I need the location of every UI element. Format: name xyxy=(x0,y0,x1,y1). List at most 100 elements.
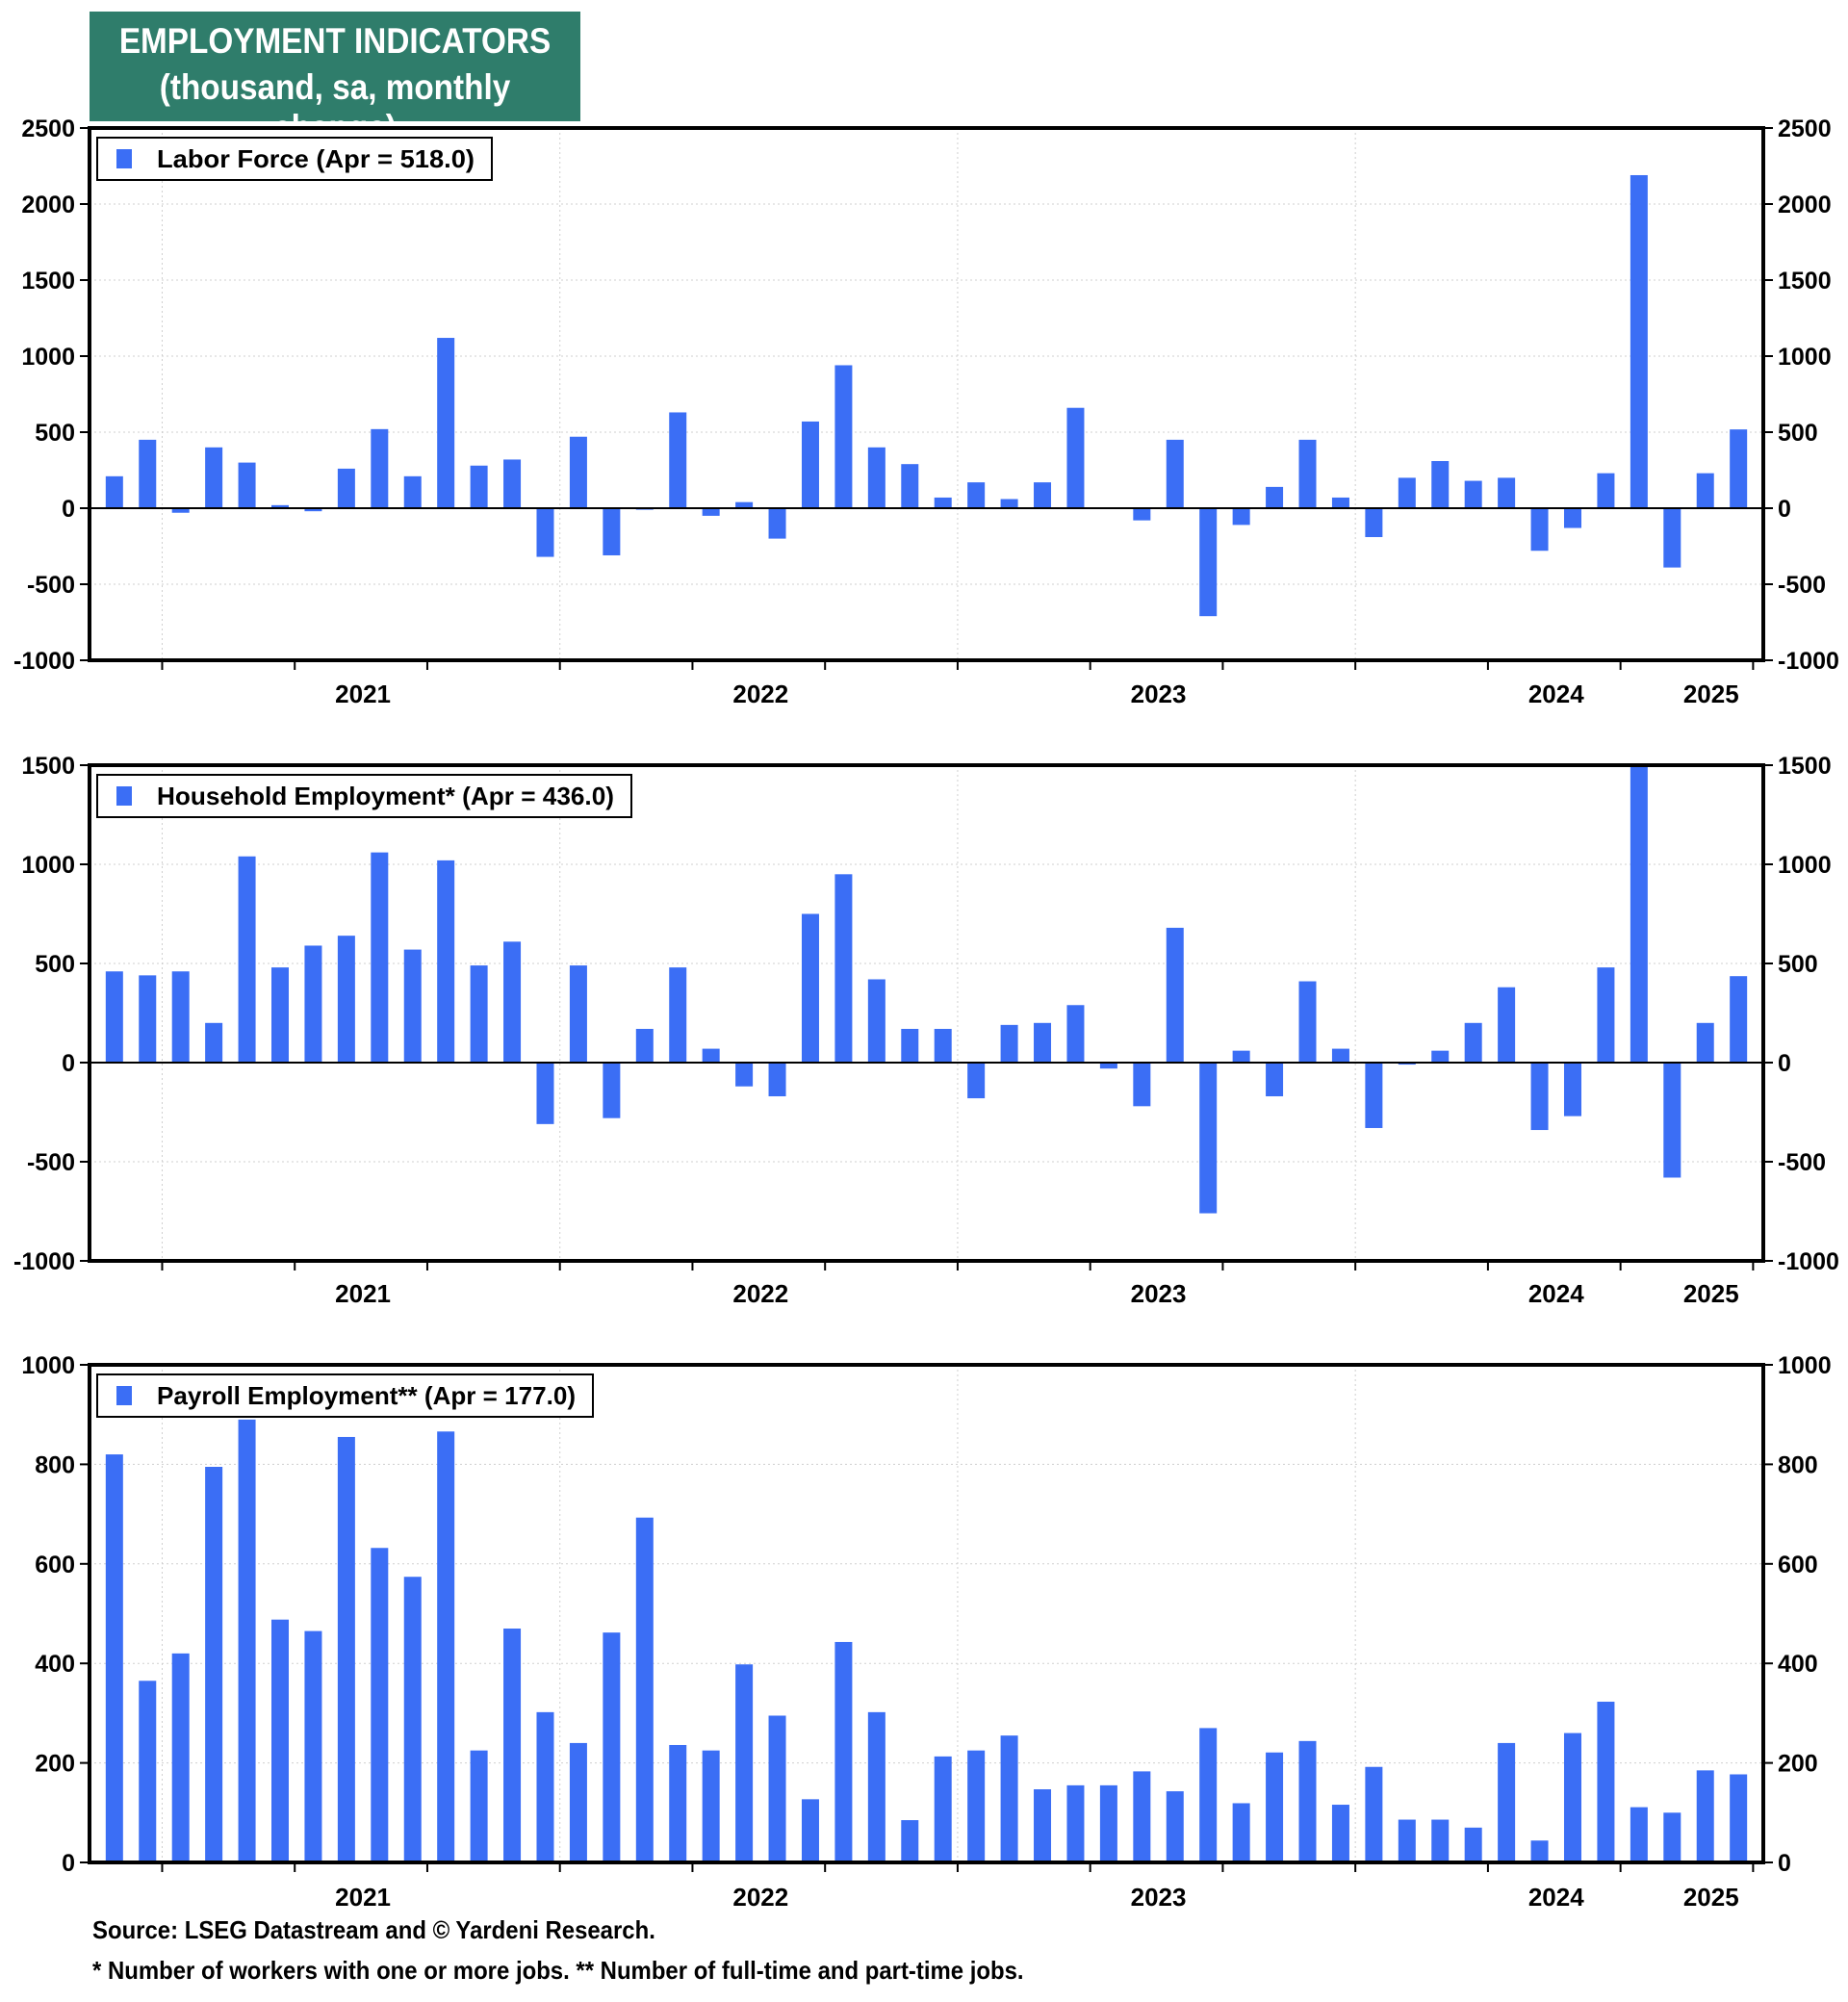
bar xyxy=(1133,1063,1151,1107)
bar xyxy=(171,971,190,1063)
y-tick-label-left: 600 xyxy=(35,1552,75,1578)
y-tick-label-right: 800 xyxy=(1778,1451,1818,1478)
legend-box xyxy=(96,774,632,818)
bar xyxy=(967,1063,986,1099)
bar xyxy=(1398,477,1416,508)
y-tick-label-left: 0 xyxy=(62,1850,75,1877)
bar xyxy=(1431,1819,1450,1862)
bar xyxy=(1365,1766,1383,1862)
legend-label: Labor Force (Apr = 518.0) xyxy=(157,144,475,173)
chart-panel-2: -1000 -1000 -500 -500 0 0 500 500 1000 1000 1500 15… xyxy=(13,753,1839,1308)
y-tick-label-left: 500 xyxy=(35,951,75,978)
bar xyxy=(1365,1063,1383,1128)
bar xyxy=(503,1629,522,1862)
bar xyxy=(1730,1774,1748,1862)
y-tick-label-left: -500 xyxy=(27,572,75,599)
y-tick-label-right: 400 xyxy=(1778,1651,1818,1678)
y-tick-label-right: 1000 xyxy=(1778,1352,1832,1379)
bar xyxy=(1199,508,1218,617)
plot-frame xyxy=(88,1363,1765,1864)
bar xyxy=(1498,477,1516,508)
bar xyxy=(1133,1771,1151,1862)
y-tick-label-left: 0 xyxy=(62,1050,75,1077)
bar xyxy=(238,1419,256,1862)
bar xyxy=(768,1715,786,1862)
bar xyxy=(1530,508,1549,552)
bar xyxy=(934,1028,952,1063)
bar xyxy=(1034,1022,1052,1063)
bar xyxy=(304,945,322,1063)
chart-panel-1: -1000 -1000 -500 -500 0 0 500 500 1000 1000 1500 15… xyxy=(13,116,1839,708)
bar xyxy=(1464,1022,1482,1063)
footnote: * Number of workers with one or more job… xyxy=(92,1956,1024,1985)
bar xyxy=(536,508,554,557)
y-tick-label-left: 200 xyxy=(35,1751,75,1778)
y-tick-label-right: 1000 xyxy=(1778,852,1832,879)
bar xyxy=(1199,1728,1218,1862)
bar xyxy=(901,1028,919,1063)
y-tick-label-left: 500 xyxy=(35,420,75,447)
bar xyxy=(371,852,389,1063)
bar xyxy=(271,1619,290,1862)
bar xyxy=(635,1517,654,1862)
bar xyxy=(337,468,355,508)
legend-swatch xyxy=(116,149,132,168)
bar xyxy=(437,1431,455,1862)
x-year-label: 2021 xyxy=(335,680,391,708)
legend-box xyxy=(96,137,493,181)
bar xyxy=(1298,981,1317,1063)
bar xyxy=(1696,1022,1714,1063)
y-tick-label-right: 200 xyxy=(1778,1751,1818,1778)
bar xyxy=(1232,1803,1250,1862)
bar xyxy=(1034,482,1052,508)
bar xyxy=(1563,1063,1581,1116)
bar xyxy=(934,1756,952,1862)
bar xyxy=(1597,1702,1615,1862)
bar xyxy=(801,913,819,1063)
bar xyxy=(635,1028,654,1063)
bar xyxy=(271,967,290,1063)
bar xyxy=(139,975,157,1063)
plot-frame xyxy=(88,763,1765,1263)
y-tick-label-left: -500 xyxy=(27,1149,75,1176)
bar xyxy=(1398,1063,1416,1065)
bar xyxy=(1133,508,1151,521)
x-year-label: 2024 xyxy=(1528,680,1584,708)
bar xyxy=(1266,1752,1284,1862)
bar xyxy=(1696,1770,1714,1862)
bar xyxy=(371,428,389,508)
bar xyxy=(669,967,687,1063)
bar xyxy=(171,508,190,513)
bar xyxy=(967,1750,986,1862)
bar xyxy=(1099,1063,1117,1069)
bar xyxy=(403,1577,422,1862)
bar xyxy=(1000,1024,1018,1063)
y-tick-label-left: 800 xyxy=(35,1451,75,1478)
y-tick-label-right: -1000 xyxy=(1778,1248,1839,1275)
bar xyxy=(1331,1805,1349,1862)
chart-panel-3: 0 0 200 200 400 400 600 600 800 800 1000 1000 2021 20… xyxy=(21,1352,1831,1912)
bar xyxy=(1563,508,1581,528)
bar xyxy=(205,1022,223,1063)
x-year-label: 2025 xyxy=(1683,1883,1739,1912)
bar xyxy=(669,1744,687,1862)
bar xyxy=(735,1664,754,1862)
y-tick-label-right: 1500 xyxy=(1778,753,1832,780)
bar xyxy=(1166,1791,1184,1862)
bar xyxy=(967,482,986,508)
bar xyxy=(669,412,687,508)
bar xyxy=(834,365,853,508)
bar xyxy=(139,439,157,508)
x-year-label: 2024 xyxy=(1528,1279,1584,1308)
bar xyxy=(304,508,322,512)
y-tick-label-left: -1000 xyxy=(13,648,75,675)
y-tick-label-left: 1500 xyxy=(21,753,75,780)
bar xyxy=(1498,987,1516,1063)
bar xyxy=(205,1466,223,1862)
y-tick-label-right: 1000 xyxy=(1778,344,1832,371)
bar xyxy=(437,338,455,508)
bar xyxy=(1696,473,1714,508)
bar xyxy=(1630,765,1648,1063)
bar xyxy=(171,1653,190,1862)
